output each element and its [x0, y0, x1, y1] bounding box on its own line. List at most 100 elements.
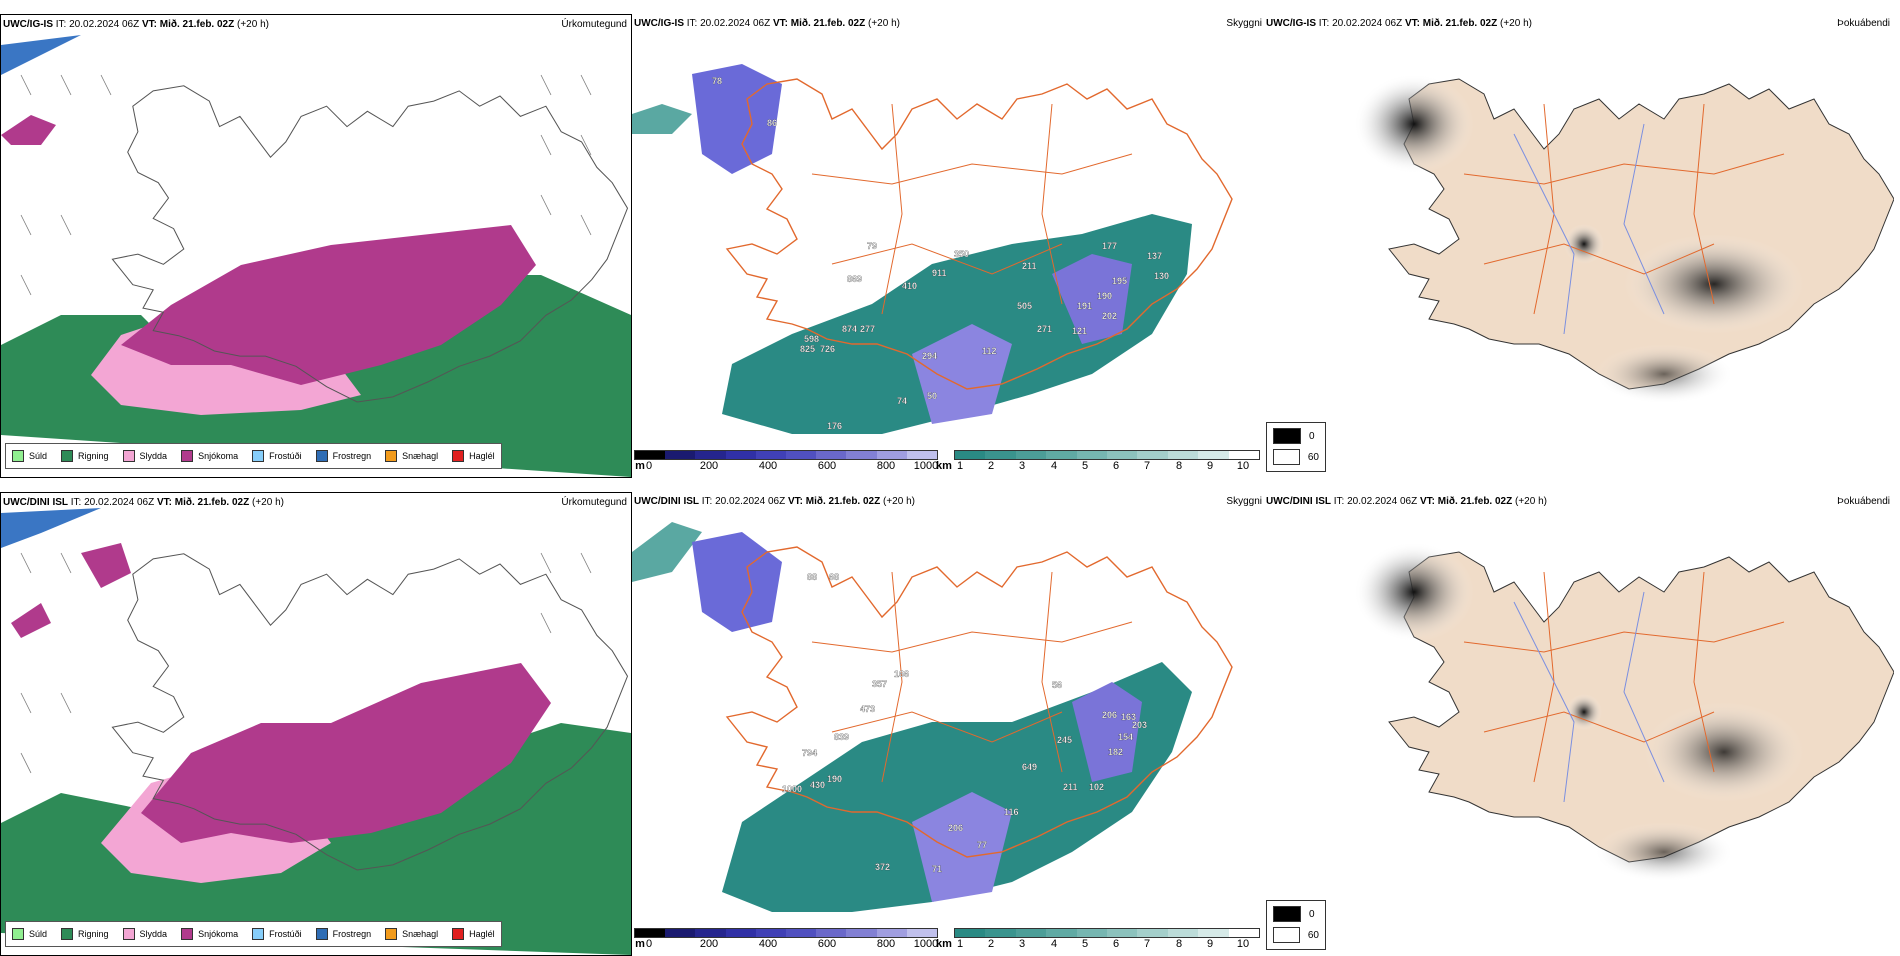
visibility-value-label: 203: [1132, 720, 1147, 730]
precip-legend: Súld Rigning Slydda Snjókoma Frostúði Fr…: [5, 921, 502, 947]
visibility-value-label: 473: [860, 704, 875, 714]
visibility-value-label: 505: [1017, 301, 1032, 311]
colorbar-kilometres: km 1 2 3 4 5 6 7 8 9 10: [936, 450, 1260, 472]
visibility-value-label: 211: [1022, 261, 1037, 271]
visibility-value-label: 102: [1089, 782, 1104, 792]
visibility-value-label: 50: [927, 391, 937, 401]
legend-swatch: [315, 450, 328, 462]
colorbar-kilometres: km 1 2 3 4 5 6 7 8 9 10: [936, 928, 1260, 950]
visibility-value-label: 794: [802, 748, 817, 758]
fog-index-panel-top: UWC/IG-IS IT: 20.02.2024 06Z VT: Mið. 21…: [1264, 14, 1894, 476]
legend-swatch: [61, 928, 74, 940]
legend-swatch: [122, 450, 135, 462]
visibility-value-label: 137: [1147, 251, 1162, 261]
visibility-value-label: 176: [827, 421, 842, 431]
fog-index-panel-bottom: UWC/DINI ISL IT: 20.02.2024 06Z VT: Mið.…: [1264, 492, 1894, 954]
fog-index-map: [1264, 492, 1894, 954]
visibility-panel-bottom: UWC/DINI ISL IT: 20.02.2024 06Z VT: Mið.…: [632, 492, 1262, 954]
visibility-value-label: 191: [1077, 301, 1092, 311]
colorbar-metres: m 0 200 400 600 800 1000: [634, 928, 938, 950]
visibility-value-label: 202: [1102, 311, 1117, 321]
panel-header: UWC/IG-IS IT: 20.02.2024 06Z VT: Mið. 21…: [634, 18, 900, 29]
visibility-value-label: 77: [977, 840, 987, 850]
panel-header: UWC/DINI ISL IT: 20.02.2024 06Z VT: Mið.…: [634, 496, 915, 507]
visibility-value-label: 911: [932, 268, 947, 278]
visibility-value-label: 112: [982, 346, 997, 356]
visibility-value-label: 1000: [782, 784, 802, 794]
visibility-value-label: 56: [1052, 680, 1062, 690]
visibility-value-label: 116: [1004, 807, 1019, 817]
visibility-value-label: 410: [902, 281, 917, 291]
visibility-value-label: 271: [1037, 324, 1052, 334]
visibility-value-label: 869: [847, 274, 862, 284]
visibility-value-labels: 88 68 357 166 473 839 794 190 1000 430 56 206 163203…: [782, 572, 1147, 874]
visibility-value-label: 839: [834, 732, 849, 742]
visibility-value-label: 245: [1057, 735, 1072, 745]
legend-swatch: [12, 928, 24, 940]
precip-type-panel-top: UWC/IG-IS IT: 20.02.2024 06Z VT: Mið. 21…: [0, 14, 632, 478]
visibility-value-label: 277: [860, 324, 875, 334]
colorbar-unit: km: [936, 938, 952, 950]
legend-swatch: [181, 928, 194, 940]
panel-title: Skyggni: [1226, 496, 1262, 507]
visibility-value-label: 825: [800, 344, 815, 354]
colorbar-unit: m: [635, 460, 645, 472]
precip-type-panel-bottom: UWC/DINI ISL IT: 20.02.2024 06Z VT: Mið.…: [0, 492, 632, 956]
legend-swatch: [252, 928, 265, 940]
panel-title: Úrkomutegund: [561, 497, 627, 508]
panel-title: Úrkomutegund: [561, 19, 627, 30]
panel-header: UWC/IG-IS IT: 20.02.2024 06Z VT: Mið. 21…: [1266, 18, 1532, 29]
panel-title: Skyggni: [1226, 18, 1262, 29]
legend-swatch: [252, 450, 265, 462]
colorbar-unit: km: [936, 460, 952, 472]
legend-swatch: [122, 928, 135, 940]
visibility-value-label: 598: [804, 334, 819, 344]
visibility-value-label: 88: [807, 572, 817, 582]
visibility-value-label: 206: [948, 823, 963, 833]
legend-swatch: [12, 450, 24, 462]
visibility-value-label: 68: [829, 572, 839, 582]
visibility-value-label: 79: [867, 241, 877, 251]
fog-legend: 0 60: [1266, 422, 1326, 472]
precip-type-map: [1, 15, 631, 477]
panel-title: Þokuábendi: [1837, 496, 1890, 507]
precip-legend: Súld Rigning Slydda Snjókoma Frostúði Fr…: [5, 443, 502, 469]
visibility-value-label: 74: [897, 396, 907, 406]
panel-header: UWC/DINI ISL IT: 20.02.2024 06Z VT: Mið.…: [3, 497, 284, 508]
panel-header: UWC/IG-IS IT: 20.02.2024 06Z VT: Mið. 21…: [3, 19, 269, 30]
visibility-value-label: 121: [1072, 326, 1087, 336]
visibility-map: [632, 14, 1262, 476]
visibility-value-label: 874: [842, 324, 857, 334]
legend-swatch: [385, 928, 398, 940]
fog-legend: 0 60: [1266, 900, 1326, 950]
legend-swatch: [385, 450, 398, 462]
panel-header: UWC/DINI ISL IT: 20.02.2024 06Z VT: Mið.…: [1266, 496, 1547, 507]
visibility-panel-top: UWC/IG-IS IT: 20.02.2024 06Z VT: Mið. 21…: [632, 14, 1262, 476]
panel-title: Þokuábendi: [1837, 18, 1890, 29]
visibility-value-label: 190: [1097, 291, 1112, 301]
visibility-value-label: 78: [712, 76, 722, 86]
visibility-value-label: 430: [810, 780, 825, 790]
visibility-value-label: 177: [1102, 241, 1117, 251]
visibility-value-label: 130: [1154, 271, 1169, 281]
visibility-value-label: 163: [1121, 712, 1136, 722]
visibility-map: [632, 492, 1262, 954]
legend-swatch: [452, 928, 465, 940]
visibility-value-labels: 78 86 79 869 410 911 350 211 177 137 195 130 190 505 1…: [712, 76, 1169, 431]
legend-swatch: [61, 450, 74, 462]
visibility-value-label: 195: [1112, 276, 1127, 286]
visibility-value-label: 350: [954, 249, 969, 259]
visibility-value-label: 166: [894, 669, 909, 679]
colorbar-unit: m: [635, 938, 645, 950]
visibility-value-label: 86: [767, 118, 777, 128]
legend-swatch: [315, 928, 328, 940]
visibility-value-label: 357: [872, 679, 887, 689]
visibility-value-label: 372: [875, 862, 890, 872]
visibility-value-label: 206: [1102, 710, 1117, 720]
precip-type-map: [1, 493, 631, 955]
visibility-value-label: 649: [1022, 762, 1037, 772]
visibility-value-label: 182: [1108, 747, 1123, 757]
visibility-value-label: 71: [932, 864, 942, 874]
visibility-value-label: 154: [1118, 732, 1133, 742]
visibility-value-label: 190: [827, 774, 842, 784]
